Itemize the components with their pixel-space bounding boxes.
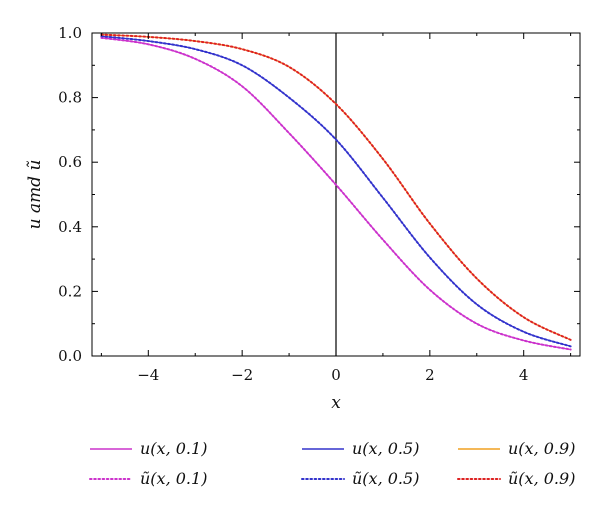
y-tick-label-0: 0.0 — [58, 347, 82, 365]
y-tick-label-2: 0.4 — [58, 218, 82, 236]
legend-label-2: u(x, 0.5) — [352, 439, 419, 458]
x-tick-label-4: 4 — [519, 366, 529, 384]
legend-label-5: ũ(x, 0.9) — [508, 469, 575, 488]
plot-area — [100, 33, 572, 356]
y-tick-label-3: 0.6 — [58, 153, 82, 171]
y-axis-label: u amd ũ — [25, 160, 45, 230]
series-line-3 — [100, 35, 572, 348]
curves — [100, 33, 572, 356]
legend-label-3: ũ(x, 0.5) — [352, 469, 419, 488]
x-axis-label: x — [331, 393, 341, 413]
x-tick-label-1: −2 — [231, 366, 253, 384]
series-line-5 — [100, 33, 572, 341]
x-tick-label-2: 0 — [331, 366, 341, 384]
y-tick-label-4: 0.8 — [58, 89, 82, 107]
y-tick-label-5: 1.0 — [58, 24, 82, 42]
series-line-1 — [100, 36, 572, 351]
legend-label-4: u(x, 0.9) — [508, 439, 575, 458]
legend: u(x, 0.1) u(x, 0.5) u(x, 0.9) ũ(x, 0.1) ũ(x,… — [89, 439, 575, 488]
x-tick-label-3: 2 — [425, 366, 435, 384]
legend-label-1: ũ(x, 0.1) — [140, 469, 207, 488]
x-tick-label-0: −4 — [137, 366, 159, 384]
y-tick-label-1: 0.2 — [58, 282, 82, 300]
legend-label-0: u(x, 0.1) — [140, 439, 207, 458]
axes: −4 −2 0 2 4 0.0 0.2 0.4 0.6 0.8 1.0 x u amd ũ — [25, 24, 581, 413]
